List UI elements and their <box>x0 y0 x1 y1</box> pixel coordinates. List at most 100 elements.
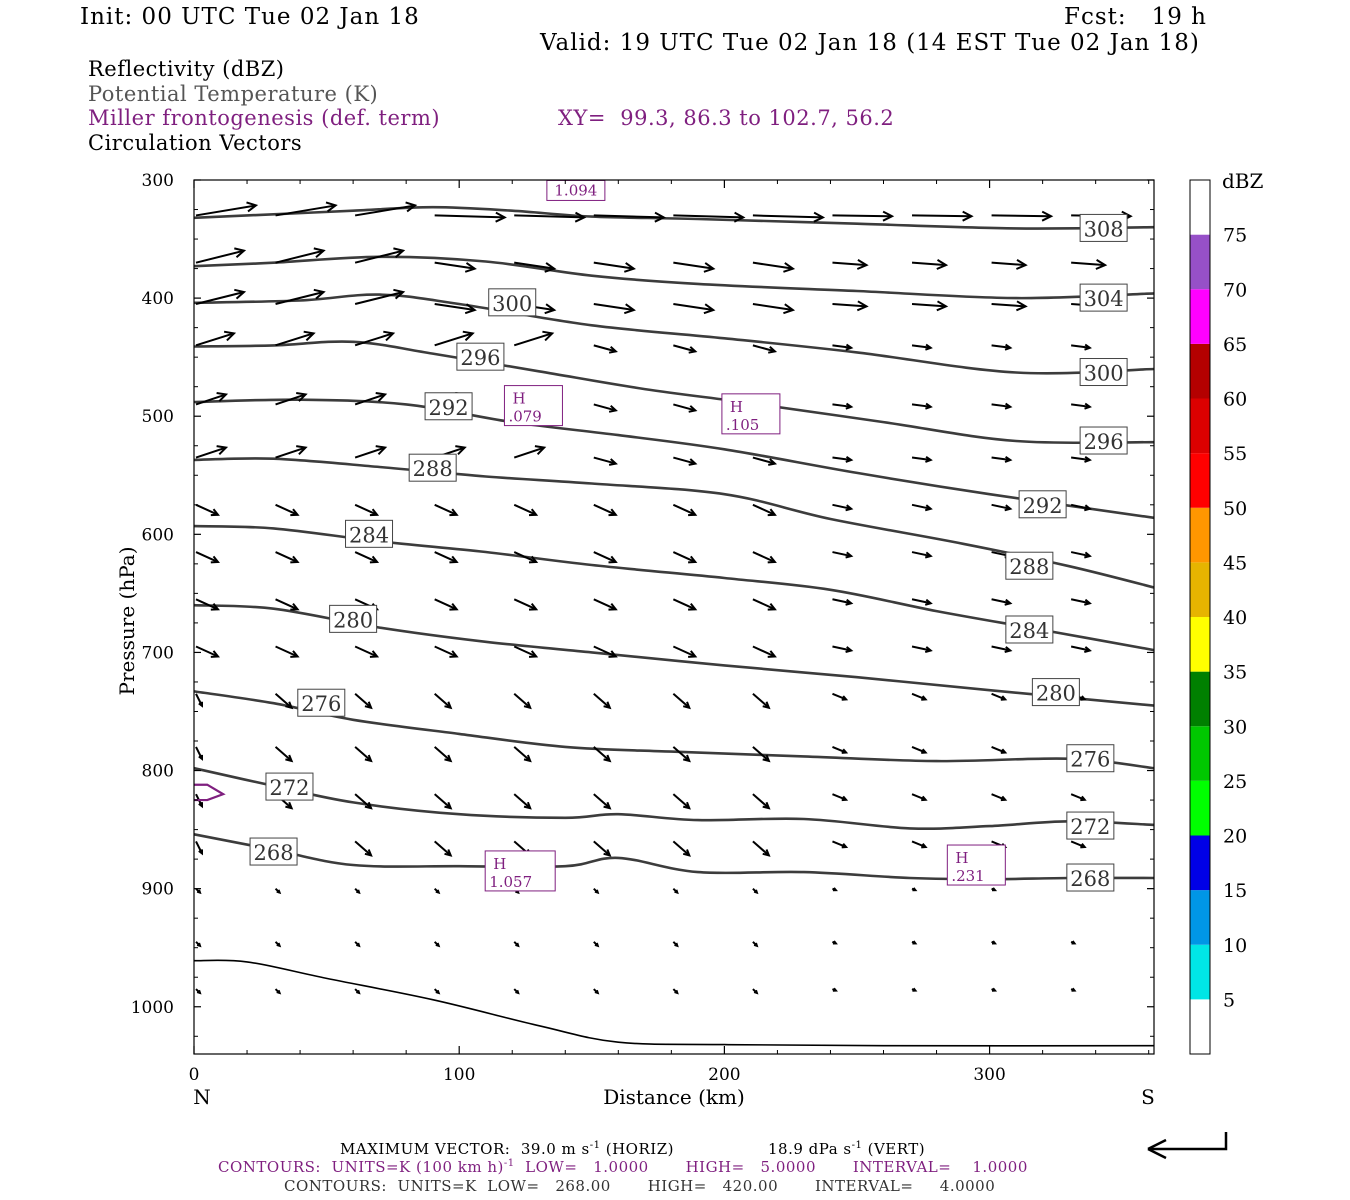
circulation-vector <box>752 840 770 857</box>
circulation-vector <box>195 291 245 305</box>
high-center-box <box>721 393 781 435</box>
circulation-vector-head <box>921 843 928 849</box>
circulation-vector <box>672 598 696 611</box>
circulation-vector-head <box>703 262 716 273</box>
circulation-vector-head <box>936 300 949 312</box>
theta-label-308: 308 <box>1084 217 1124 241</box>
circulation-vector <box>593 693 611 709</box>
forecast-hour: Fcst: 19 h <box>1064 4 1207 30</box>
colorbar-label: 30 <box>1223 716 1247 738</box>
high-center-label: H <box>730 398 743 416</box>
circulation-vector <box>832 261 867 267</box>
circulation-vector-head <box>375 392 388 402</box>
circulation-vector-head <box>924 551 933 559</box>
circulation-vector-head <box>688 458 698 466</box>
circulation-vector <box>752 261 794 270</box>
circulation-vector <box>195 551 219 563</box>
circulation-vector-head <box>991 940 998 945</box>
circulation-vector <box>752 645 776 658</box>
colorbar-segment <box>1190 835 1210 891</box>
circulation-vector <box>195 503 219 516</box>
circulation-vector-head <box>921 695 928 701</box>
theta-label-292: 292 <box>1023 494 1063 518</box>
y-tick-label: 300 <box>142 171 174 191</box>
circulation-vector-head <box>608 602 618 611</box>
circulation-vector-head <box>703 303 716 315</box>
theta-label-304: 304 <box>1084 287 1124 311</box>
circulation-vector-head <box>444 849 453 857</box>
theta-label-inner-280: 280 <box>333 608 373 632</box>
theta-contour-296 <box>193 340 1155 445</box>
circulation-vector-head <box>767 508 777 517</box>
legend-vectors: Circulation Vectors <box>88 131 303 155</box>
circulation-vector <box>275 503 298 516</box>
circulation-vector <box>752 693 770 709</box>
circulation-vector-head <box>845 504 854 512</box>
theta-label-288: 288 <box>1009 555 1049 579</box>
valid-time: Valid: 19 UTC Tue 02 Jan 18 (14 EST Tue … <box>540 30 1200 56</box>
circulation-vector-head <box>223 330 237 342</box>
theta-label-inner-296: 296 <box>460 346 500 370</box>
circulation-vector-head <box>234 247 247 258</box>
circulation-vector-head <box>1000 795 1008 802</box>
circulation-vector <box>673 456 696 465</box>
footer-vert-text: 18.9 dPa s <box>768 1140 852 1158</box>
circulation-vector <box>991 645 1011 652</box>
theta-label-inner-276: 276 <box>301 692 341 716</box>
circulation-vector-head <box>682 801 691 810</box>
circulation-vector <box>195 598 219 611</box>
x-tick-label: 300 <box>973 1065 1005 1085</box>
circulation-vector <box>275 204 336 217</box>
x-tick-label: 200 <box>708 1065 740 1085</box>
theta-label-280: 280 <box>1036 682 1076 706</box>
circulation-vector <box>354 249 404 264</box>
footer-contours-frontogenesis: CONTOURS: UNITS=K (100 km h)-1 LOW= 1.00… <box>218 1158 1028 1176</box>
circulation-vector-head <box>290 602 300 611</box>
circulation-vector <box>275 551 298 563</box>
circulation-vector <box>1070 503 1091 510</box>
circulation-vector <box>593 793 611 809</box>
circulation-vector-head <box>435 989 441 995</box>
circulation-vector <box>434 840 452 857</box>
footer-vert-tail: (VERT) <box>862 1140 926 1158</box>
circulation-vector-head <box>364 849 373 857</box>
circulation-vector-head <box>1016 300 1028 312</box>
init-time: Init: 00 UTC Tue 02 Jan 18 <box>80 4 420 30</box>
circulation-vector <box>911 303 947 308</box>
circulation-vector-head <box>1004 504 1013 512</box>
circulation-vector-head <box>444 701 453 710</box>
theta-label-300: 300 <box>1084 362 1124 386</box>
circulation-vector-head <box>845 551 854 559</box>
theta-label-inner-272-box <box>265 772 314 801</box>
circulation-vector-head <box>1080 695 1087 701</box>
legend-reflectivity: Reflectivity (dBZ) <box>88 57 285 81</box>
circulation-vector <box>672 693 691 709</box>
x-right-end-label: S <box>1141 1085 1155 1109</box>
colorbar-label: 20 <box>1223 826 1247 848</box>
circulation-vector <box>832 303 867 308</box>
circulation-vector <box>593 303 634 312</box>
circulation-vector <box>513 332 553 347</box>
circulation-vector-head <box>449 602 459 611</box>
circulation-vector-head <box>515 942 520 948</box>
circulation-vector-head <box>1080 843 1087 849</box>
theta-label-300-box <box>1079 358 1128 387</box>
circulation-vector <box>593 840 611 857</box>
circulation-vector-head <box>285 801 294 810</box>
theta-label-296: 296 <box>1084 430 1124 454</box>
circulation-vector <box>434 551 458 563</box>
colorbar-label: 50 <box>1223 498 1247 520</box>
circulation-vector <box>911 840 927 848</box>
circulation-vector <box>514 214 585 219</box>
circulation-vector <box>275 645 298 658</box>
footer-vert: 18.9 dPa s-1 (VERT) <box>768 1140 925 1158</box>
circulation-vector-head <box>813 211 826 223</box>
y-tick-label: 800 <box>142 762 174 782</box>
circulation-vector-head <box>1084 402 1092 410</box>
circulation-vector-head <box>210 555 220 564</box>
circulation-vector-head <box>924 504 933 512</box>
circulation-vector <box>434 793 452 809</box>
circulation-vector-head <box>216 392 229 402</box>
circulation-vector-head <box>296 392 308 402</box>
theta-label-268: 268 <box>1070 867 1110 891</box>
